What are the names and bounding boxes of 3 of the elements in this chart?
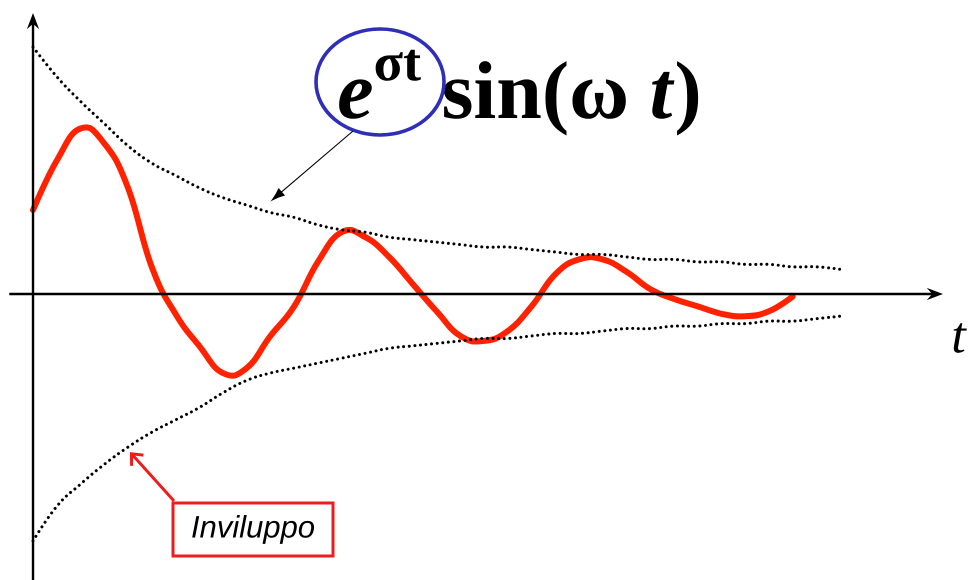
annotation: Inviluppo [192, 515, 314, 544]
x-axis-title: t [954, 323, 967, 353]
annotation: e$^{σt}$ sin(ω t) [339, 50, 698, 136]
